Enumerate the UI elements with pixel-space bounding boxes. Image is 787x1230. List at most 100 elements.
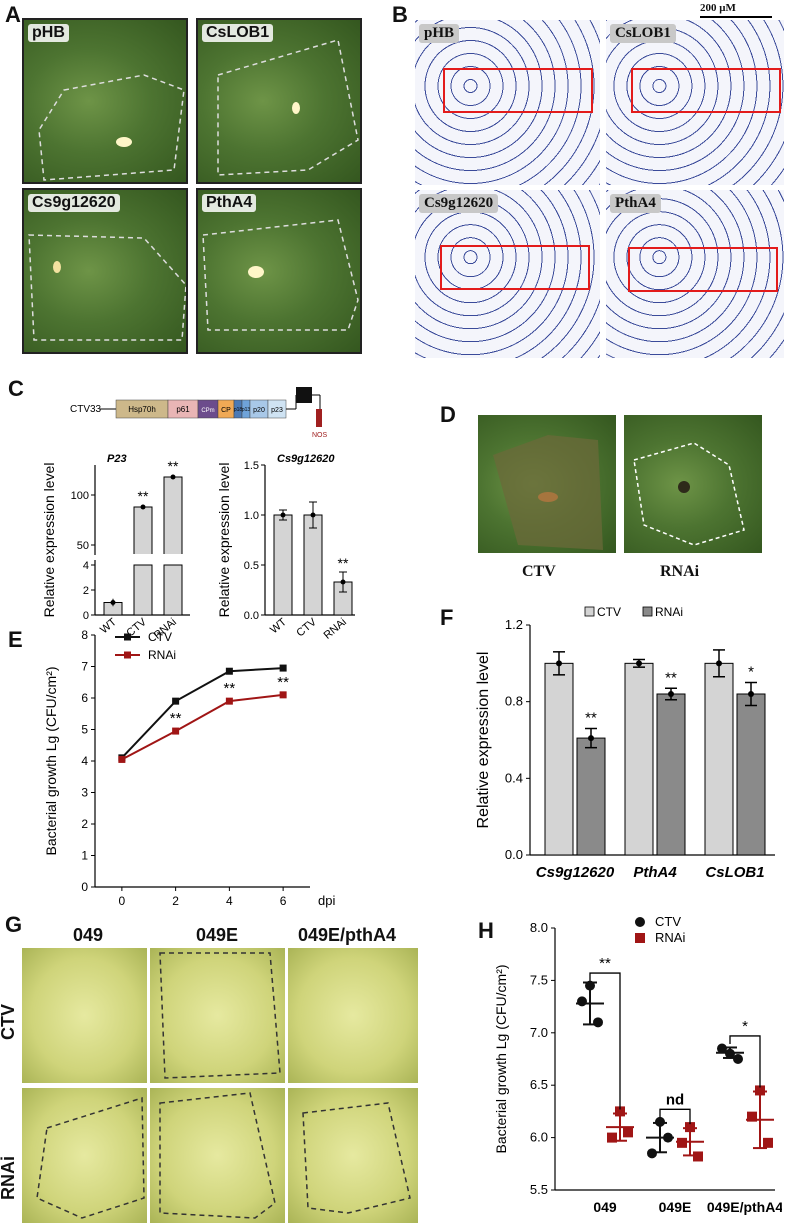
segment-label: p61 <box>176 405 190 414</box>
bar-ctv <box>544 662 574 856</box>
segment-label: CPm <box>201 408 214 414</box>
photo-label: PthA4 <box>202 194 257 212</box>
panel-letter-a: A <box>5 2 21 27</box>
data-point <box>279 691 287 699</box>
col-header-049e-ptha4: 049E/pthA4 <box>298 925 397 945</box>
leaf-lesion <box>633 442 745 546</box>
data-point <box>747 1111 757 1122</box>
x-tick-label: CsLOB1 <box>705 864 764 881</box>
data-point <box>663 1132 673 1143</box>
bar-rnai <box>736 693 766 856</box>
y-tick-label: 7.5 <box>530 972 548 987</box>
y-tick-label: 8 <box>81 628 88 642</box>
segment-label: p20 <box>253 407 265 414</box>
data-point <box>225 667 233 675</box>
significance-label: ** <box>168 458 179 474</box>
significance-label: ** <box>585 710 597 727</box>
x-tick-label: 6 <box>280 894 287 908</box>
y-axis-label: Relative expression level <box>475 652 492 829</box>
y-tick-label: 6.5 <box>530 1077 548 1092</box>
data-point <box>748 691 754 697</box>
data-point <box>279 664 287 672</box>
significance-label: ** <box>338 555 349 571</box>
significance-label: nd <box>666 1091 684 1108</box>
chart-e-bacterial-growth: 0 1 2 3 4 5 6 7 8 0 2 4 6 dpi Bacterial growth Lg (CFU… <box>43 628 335 908</box>
y-tick-label: 2 <box>83 585 89 597</box>
panel-b-section-cslob1: CsLOB1 <box>606 20 784 185</box>
data-point <box>170 474 176 480</box>
data-point <box>623 1127 633 1138</box>
segment-label: p13 <box>242 407 251 413</box>
panel-a-photo-cslob1: CsLOB1 <box>196 18 362 184</box>
mesophyll-highlight-box <box>631 68 781 113</box>
data-point <box>140 504 146 510</box>
x-tick-label: 0 <box>119 894 126 908</box>
data-point <box>763 1137 773 1148</box>
promoter-block <box>296 387 312 403</box>
x-axis-label: dpi <box>318 893 335 908</box>
ctv33-construct-diagram: CTV33 Hsp70h p61 CPm CP p18 p13 p20 p23 … <box>70 387 328 439</box>
panel-b-section-ptha4: PthA4 <box>606 190 784 358</box>
data-point <box>693 1151 703 1162</box>
legend-swatch <box>642 606 653 617</box>
mesophyll-highlight-box <box>440 245 590 290</box>
y-axis-label: Bacterial growth Lg (CFU/cm²) <box>43 666 59 855</box>
y-tick-label: 5 <box>81 723 88 737</box>
data-point <box>593 1017 603 1028</box>
significance-label: ** <box>138 488 149 504</box>
data-point <box>110 600 116 605</box>
mesophyll-highlight-box <box>443 68 593 113</box>
y-tick-label: 0.4 <box>505 770 523 785</box>
bar <box>133 506 153 556</box>
chart-h-bacterial-growth: 5.5 6.0 6.5 7.0 7.5 8.0 Bacterial growth Lg (C… <box>493 914 782 1215</box>
y-tick-label: 7 <box>81 660 88 674</box>
data-point <box>280 512 286 518</box>
data-point <box>717 1043 727 1054</box>
panel-letter-c: C <box>8 376 24 401</box>
y-tick-label: 0 <box>83 610 89 622</box>
legend-marker <box>635 917 645 927</box>
data-point <box>172 727 180 735</box>
y-tick-label: 5.5 <box>530 1182 548 1197</box>
y-tick-label: 0 <box>81 880 88 894</box>
nos-label: NOS <box>312 432 328 439</box>
y-tick-label: 0.0 <box>505 847 523 862</box>
y-tick-label: 3 <box>81 786 88 800</box>
y-tick-label: 8.0 <box>530 920 548 935</box>
bar-rnai <box>656 693 686 856</box>
infiltration-outline <box>202 219 359 331</box>
significance-label: * <box>748 664 754 681</box>
panel-b-section-phb: pHB <box>415 20 600 185</box>
photo-label: pHB <box>28 24 69 42</box>
data-point <box>685 1122 695 1133</box>
chart-title: Cs9g12620 <box>277 453 335 465</box>
y-tick-label: 6.0 <box>530 1130 548 1145</box>
leaf-lesion <box>493 435 603 550</box>
panel-a-photo-phb: pHB <box>22 18 188 184</box>
y-tick-label: 1.0 <box>244 510 259 522</box>
panel-b-section-cs9g12620: Cs9g12620 <box>415 190 600 358</box>
row-label-ctv: CTV <box>0 1004 18 1040</box>
y-tick-label: 2 <box>81 817 88 831</box>
y-tick-label: 1.5 <box>244 460 259 472</box>
bar-rnai <box>576 737 606 856</box>
significance-label: ** <box>224 680 236 697</box>
panel-g-photo-ctv-049 <box>22 948 147 1083</box>
panel-letter-f: F <box>440 605 454 630</box>
panel-d-label-ctv: CTV <box>522 563 556 580</box>
x-tick-label: PthA4 <box>633 864 677 881</box>
data-point <box>607 1132 617 1143</box>
infiltration-outline <box>302 1102 411 1214</box>
mesophyll-highlight-box <box>628 247 778 292</box>
y-tick-label: 4 <box>83 560 89 572</box>
x-tick-label: 049E/pthA4 <box>707 1199 782 1215</box>
photo-label: Cs9g12620 <box>28 194 120 212</box>
y-axis-label: Relative expression level <box>216 463 232 618</box>
panel-letter-h: H <box>478 918 494 943</box>
segment-label: p23 <box>271 407 283 414</box>
panel-letter-b: B <box>392 2 408 27</box>
y-axis-label: Relative expression level <box>41 463 57 618</box>
bar-lower <box>163 564 183 616</box>
legend-swatch <box>584 606 595 617</box>
scale-bar-label: 200 μM <box>700 2 736 14</box>
